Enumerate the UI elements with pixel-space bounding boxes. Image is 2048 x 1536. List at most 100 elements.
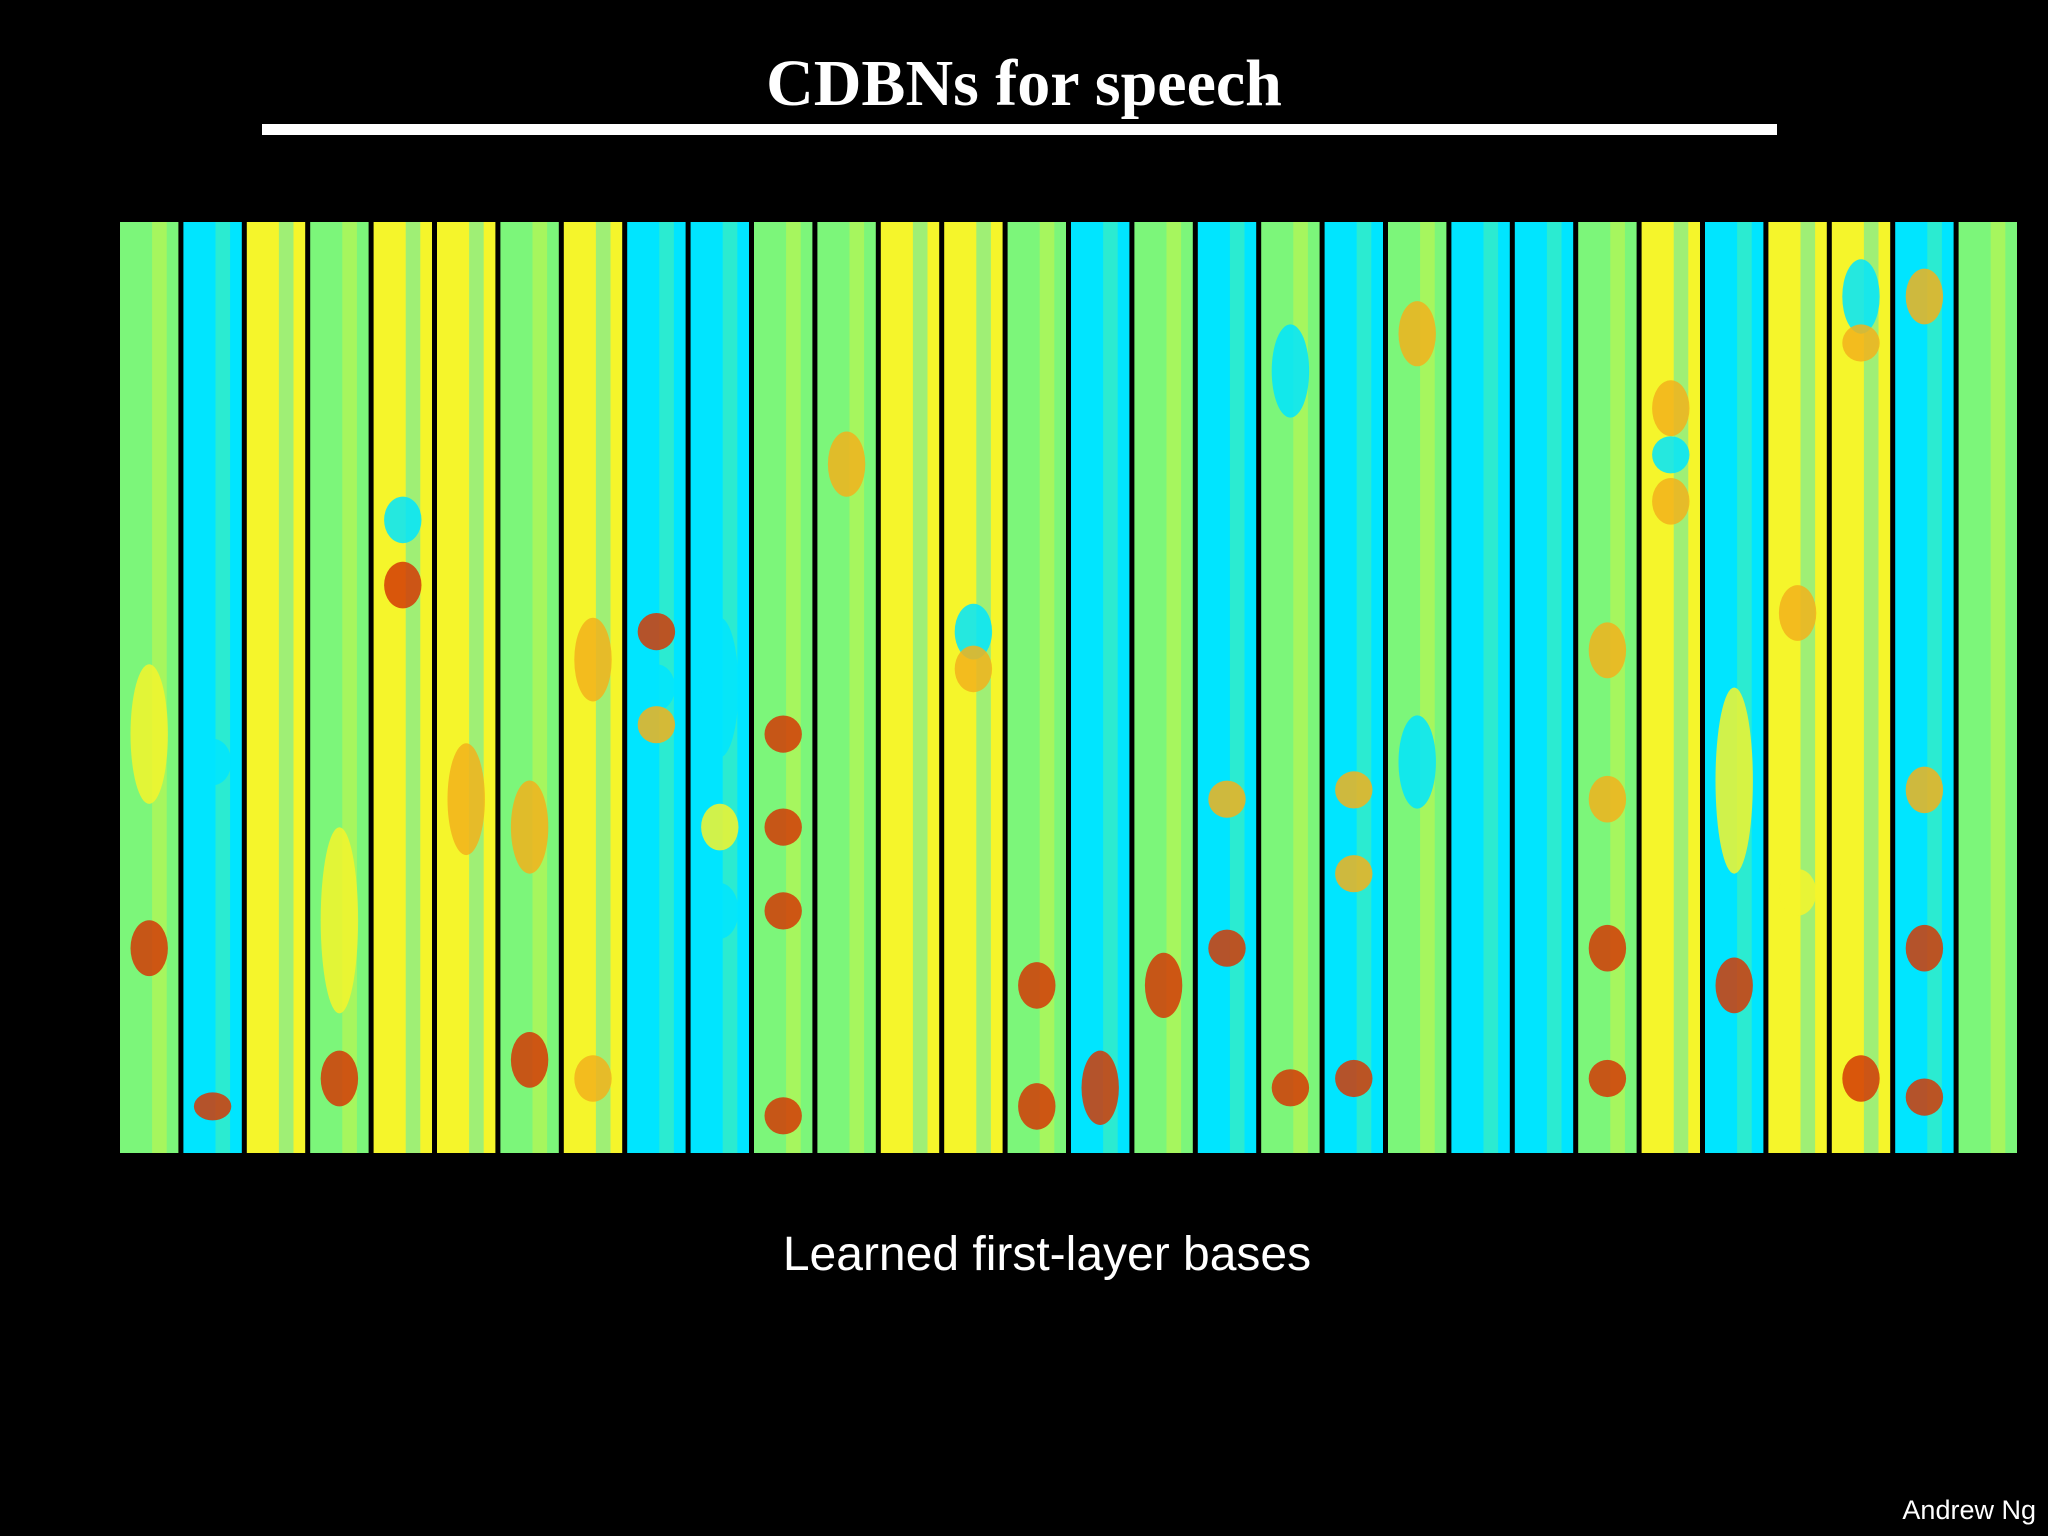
basis-activation-spot bbox=[1335, 1059, 1373, 1098]
basis-column-stripe bbox=[1610, 222, 1625, 1153]
basis-column-fill bbox=[1071, 222, 1130, 1153]
basis-activation-spot bbox=[447, 743, 485, 856]
basis-column-fill bbox=[500, 222, 559, 1153]
basis-column bbox=[817, 222, 876, 1153]
basis-column-stripe bbox=[1229, 222, 1245, 1153]
basis-activation-spot bbox=[1905, 766, 1944, 814]
basis-activation-spot bbox=[1271, 324, 1310, 418]
basis-column-stripe bbox=[532, 222, 548, 1153]
basis-activation-spot bbox=[1271, 1069, 1310, 1107]
basis-activation-spot bbox=[1588, 924, 1627, 972]
basis-column-stripe bbox=[912, 222, 928, 1153]
basis-activation-spot bbox=[384, 561, 422, 609]
basis-column bbox=[1705, 222, 1764, 1153]
basis-column bbox=[373, 222, 432, 1153]
basis-column bbox=[310, 222, 369, 1153]
basis-column bbox=[1007, 222, 1066, 1153]
basis-activation-spot bbox=[1588, 622, 1627, 679]
basis-column-stripe bbox=[215, 222, 231, 1153]
basis-activation-spot bbox=[1335, 855, 1373, 893]
basis-activation-spot bbox=[1905, 1078, 1944, 1116]
basis-column-stripe bbox=[342, 222, 357, 1153]
basis-activation-spot bbox=[1778, 585, 1817, 641]
basis-column bbox=[183, 222, 242, 1153]
basis-column-fill bbox=[183, 222, 242, 1153]
basis-column-fill bbox=[1641, 222, 1700, 1153]
basis-activation-spot bbox=[1208, 929, 1246, 967]
basis-column-fill bbox=[1831, 222, 1891, 1153]
basis-column-fill bbox=[880, 222, 940, 1153]
basis-activation-spot bbox=[1905, 924, 1944, 972]
basis-column-fill bbox=[1578, 222, 1637, 1153]
basis-activation-spot bbox=[1842, 1055, 1880, 1102]
basis-activation-spot bbox=[764, 1097, 802, 1135]
basis-column-stripe bbox=[1356, 222, 1372, 1153]
basis-column-stripe bbox=[1039, 222, 1055, 1153]
basis-activation-spot bbox=[130, 920, 168, 977]
basis-column-fill bbox=[1197, 222, 1257, 1153]
basis-activation-spot bbox=[130, 664, 168, 804]
basis-activation-spot bbox=[1652, 380, 1690, 437]
basis-column-stripe bbox=[1990, 222, 2006, 1153]
basis-activation-spot bbox=[1398, 301, 1436, 367]
basis-activation-spot bbox=[320, 1050, 359, 1107]
basis-activation-spot bbox=[1398, 715, 1436, 809]
basis-activation-spot bbox=[510, 780, 549, 874]
basis-activation-spot bbox=[1715, 957, 1753, 1014]
basis-activation-spot bbox=[954, 603, 993, 660]
basis-activation-spot bbox=[1335, 771, 1373, 809]
basis-column-fill bbox=[817, 222, 876, 1153]
basis-activation-spot bbox=[637, 706, 676, 744]
basis-column bbox=[1578, 222, 1637, 1153]
basis-column bbox=[754, 222, 813, 1153]
basis-column bbox=[1324, 222, 1383, 1153]
basis-column bbox=[1451, 222, 1510, 1153]
basis-column-fill bbox=[373, 222, 432, 1153]
basis-column bbox=[1895, 222, 1954, 1153]
basis-column bbox=[1388, 222, 1447, 1153]
basis-activation-spot bbox=[1842, 259, 1880, 334]
basis-activation-spot bbox=[193, 738, 232, 786]
basis-column-fill bbox=[1768, 222, 1827, 1153]
basis-column-fill bbox=[1895, 222, 1954, 1153]
slide-title: CDBNs for speech bbox=[766, 47, 1282, 120]
figure-caption: Learned first-layer bases bbox=[782, 1228, 1312, 1281]
basis-activation-spot bbox=[701, 803, 739, 851]
basis-activation-spot bbox=[320, 827, 359, 1014]
basis-column-fill bbox=[1514, 222, 1574, 1153]
basis-column bbox=[1261, 222, 1320, 1153]
basis-activation-spot bbox=[574, 617, 612, 702]
basis-column bbox=[1768, 222, 1827, 1153]
basis-activation-spot bbox=[1905, 268, 1944, 325]
basis-column bbox=[563, 222, 623, 1153]
basis-column-stripe bbox=[1103, 222, 1118, 1153]
basis-activation-spot bbox=[827, 431, 866, 497]
basis-activation-spot bbox=[574, 1055, 612, 1102]
basis-column-stripe bbox=[1927, 222, 1942, 1153]
basis-column-stripe bbox=[1293, 222, 1308, 1153]
basis-activation-spot bbox=[384, 496, 422, 544]
basis-activation-spot bbox=[1778, 869, 1817, 916]
basis-activation-spot bbox=[1588, 1059, 1627, 1098]
basis-column-stripe bbox=[1673, 222, 1689, 1153]
basis-column bbox=[246, 222, 306, 1153]
basis-column-stripe bbox=[1166, 222, 1182, 1153]
basis-column-fill bbox=[1958, 222, 2017, 1153]
basis-activation-spot bbox=[1715, 687, 1753, 874]
basis-column bbox=[690, 222, 749, 1153]
basis-activation-spot bbox=[637, 664, 676, 711]
basis-activation-spot bbox=[701, 617, 739, 758]
basis-column-stripe bbox=[1800, 222, 1816, 1153]
title-underline bbox=[262, 124, 1777, 135]
basis-activation-spot bbox=[193, 1092, 232, 1121]
basis-activation-spot bbox=[1652, 436, 1690, 474]
basis-column bbox=[880, 222, 940, 1153]
basis-activation-spot bbox=[1018, 1083, 1056, 1130]
basis-activation-spot bbox=[701, 883, 739, 939]
basis-activation-spot bbox=[1208, 780, 1246, 818]
basis-column bbox=[437, 222, 496, 1153]
basis-column-stripe bbox=[849, 222, 865, 1153]
basis-column-fill bbox=[754, 222, 813, 1153]
basis-activation-spot bbox=[1081, 1050, 1119, 1125]
basis-activation-spot bbox=[764, 892, 802, 930]
